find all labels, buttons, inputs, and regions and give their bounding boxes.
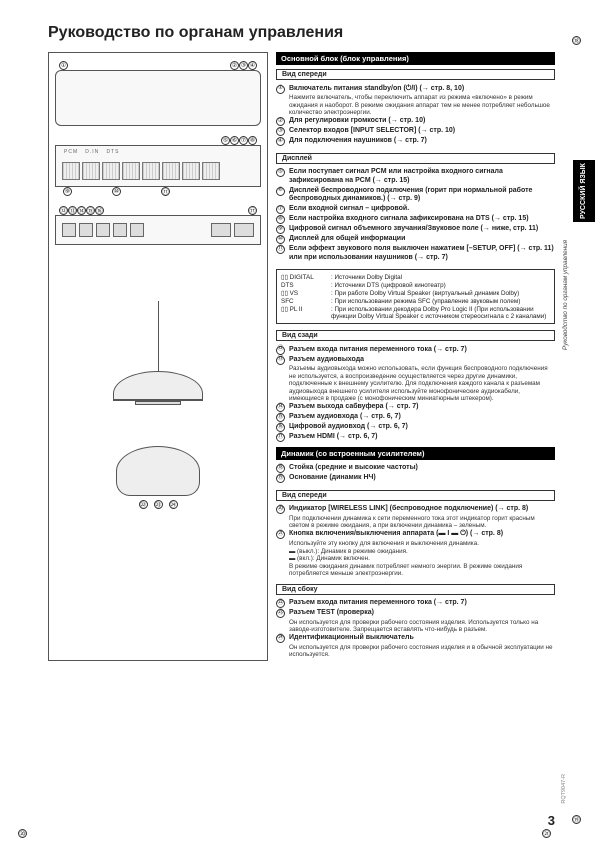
callout-19: ⑲ bbox=[572, 815, 581, 824]
callout-13: ⑬ bbox=[68, 206, 77, 215]
callout-row-rear: ⑫ ⑬ ⑭ ⑮ ⑯ ⑰ bbox=[55, 206, 261, 215]
list-display: ⑤Если поступает сигнал PCM или настройка… bbox=[276, 168, 555, 264]
callout-22: ㉒ bbox=[139, 500, 148, 509]
page-number: 3 bbox=[548, 813, 555, 828]
diagram-speaker-side: ㉒ ㉓ ㉔ bbox=[55, 415, 261, 540]
callout-12: ⑫ bbox=[59, 206, 68, 215]
callout-row-disp: ⑤ ⑥ ⑦ ⑧ bbox=[55, 136, 261, 145]
note-sp1: При подключении динамика к сети переменн… bbox=[276, 515, 555, 530]
note-sp3: Он используется для проверки рабочего со… bbox=[276, 619, 555, 634]
callout-10: ⑩ bbox=[112, 187, 121, 196]
subheader-front: Вид спереди bbox=[276, 69, 555, 80]
callout-1: ① bbox=[59, 61, 68, 70]
page-title: Руководство по органам управления bbox=[48, 24, 555, 42]
signal-table: ▯▯ DIGITAL: Источники Dolby Digital DTS:… bbox=[276, 269, 555, 324]
callout-24: ㉔ bbox=[169, 500, 178, 509]
callout-21: ㉑ bbox=[542, 829, 551, 838]
speaker-antenna bbox=[158, 301, 159, 371]
subheader-speaker-front: Вид спереди bbox=[276, 490, 555, 501]
callout-4: ④ bbox=[248, 61, 257, 70]
header-speaker: Динамик (со встроенным усилителем) bbox=[276, 447, 555, 460]
note-sp2: Используйте эту кнопку для включения и в… bbox=[276, 540, 555, 578]
note-rear: Разъемы аудиовыхода можно использовать, … bbox=[276, 365, 555, 403]
callout-17: ⑰ bbox=[248, 206, 257, 215]
content-columns: ① ② ③ ④ ⑤ ⑥ ⑦ ⑧ PCM D.IN DT bbox=[48, 52, 555, 661]
subheader-display: Дисплей bbox=[276, 153, 555, 164]
speaker-dome-side bbox=[116, 446, 200, 496]
language-tab: РУССКИЙ ЯЗЫК bbox=[573, 160, 595, 222]
diagram-display: PCM D.IN DTS bbox=[55, 145, 261, 187]
side-caption: Руководство по органам управления bbox=[562, 240, 569, 350]
list-rear: ⑫Разъем входа питания переменного тока (… bbox=[276, 345, 555, 443]
callout-14: ⑭ bbox=[77, 206, 86, 215]
callout-11: ⑪ bbox=[161, 187, 170, 196]
display-segments bbox=[62, 162, 220, 180]
footer-code: RQT9047-R bbox=[561, 774, 567, 804]
header-main-unit: Основной блок (блок управления) bbox=[276, 52, 555, 65]
speaker-dome bbox=[113, 371, 203, 401]
diagram-display-block: ⑤ ⑥ ⑦ ⑧ PCM D.IN DTS ⑨ ⑩ ⑪ bbox=[55, 136, 261, 196]
callout-3: ③ bbox=[239, 61, 248, 70]
diagram-main-unit bbox=[55, 70, 261, 126]
rear-ports bbox=[62, 222, 254, 238]
diagram-top-block: ① ② ③ ④ bbox=[55, 61, 261, 126]
subheader-speaker-side: Вид сбоку bbox=[276, 584, 555, 595]
note-sp4: Он используется для проверки рабочего со… bbox=[276, 644, 555, 659]
callout-16: ⑯ bbox=[95, 206, 104, 215]
list-speaker-top: ⑱Стойка (средние и высокие частоты) ⑲Осн… bbox=[276, 464, 555, 484]
callout-23: ㉓ bbox=[154, 500, 163, 509]
text-column: Основной блок (блок управления) Вид спер… bbox=[276, 52, 555, 661]
callout-row-top: ① ② ③ ④ bbox=[55, 61, 261, 70]
list-front: ①Включатель питания standby/on (⏻/I) (→ … bbox=[276, 84, 555, 147]
callout-15: ⑮ bbox=[86, 206, 95, 215]
callout-8: ⑧ bbox=[248, 136, 257, 145]
display-icons: PCM D.IN DTS bbox=[64, 149, 119, 155]
speaker-base bbox=[135, 401, 181, 405]
callout-7: ⑦ bbox=[239, 136, 248, 145]
list-speaker-side: ㉒Разъем входа питания переменного тока (… bbox=[276, 599, 555, 659]
callout-6: ⑥ bbox=[230, 136, 239, 145]
callout-5: ⑤ bbox=[221, 136, 230, 145]
page: Руководство по органам управления ① ② ③ … bbox=[0, 0, 595, 842]
note-1: Нажмите включатель, чтобы переключить ап… bbox=[276, 94, 555, 117]
callout-20: ⑳ bbox=[18, 829, 27, 838]
diagram-column: ① ② ③ ④ ⑤ ⑥ ⑦ ⑧ PCM D.IN DT bbox=[48, 52, 268, 661]
callout-row-disp-bottom: ⑨ ⑩ ⑪ bbox=[55, 187, 261, 196]
diagram-rear bbox=[55, 215, 261, 245]
callout-9: ⑨ bbox=[63, 187, 72, 196]
callout-18: ⑱ bbox=[572, 36, 581, 45]
subheader-rear: Вид сзади bbox=[276, 330, 555, 341]
list-speaker-front: ⑳Индикатор [WIRELESS LINK] (беспроводное… bbox=[276, 505, 555, 578]
callout-2: ② bbox=[230, 61, 239, 70]
diagram-rear-block: ⑫ ⑬ ⑭ ⑮ ⑯ ⑰ bbox=[55, 206, 261, 245]
diagram-speaker-antenna: ⑱ ⑲ ⑳ ㉑ bbox=[55, 255, 261, 405]
